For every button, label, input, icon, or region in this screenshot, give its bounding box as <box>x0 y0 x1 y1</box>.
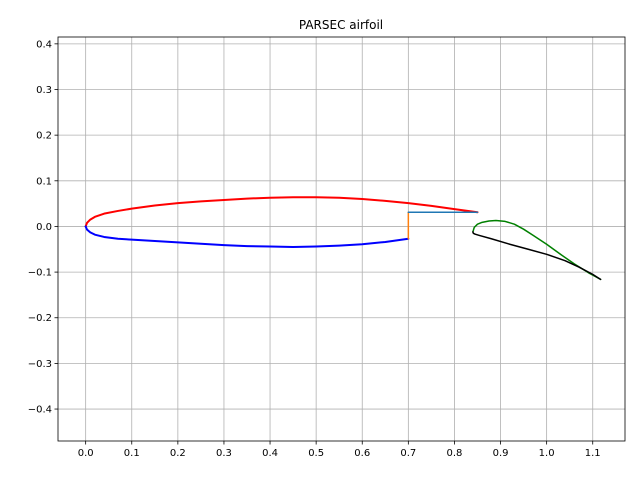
axes-frame <box>57 36 626 442</box>
chart-title: PARSEC airfoil <box>299 18 383 32</box>
x-tick-label: 0.8 <box>446 448 462 459</box>
x-axis: 0.0 0.1 0.2 0.3 0.4 0.5 0.6 0.7 0.8 0.9 1.0 1.1 <box>78 441 601 459</box>
y-tick-label: 0.1 <box>36 176 52 187</box>
series-line <box>84 196 479 228</box>
series-line <box>472 219 602 281</box>
x-tick-label: 0.6 <box>354 448 370 459</box>
grid <box>58 37 625 441</box>
y-tick-label: −0.2 <box>28 313 52 324</box>
x-tick-label: 0.3 <box>216 448 232 459</box>
y-tick-label: −0.3 <box>28 359 52 370</box>
series-layer <box>84 196 602 281</box>
y-axis: −0.4 −0.3 −0.2 −0.1 0.0 0.1 0.2 0.3 0.4 <box>28 39 58 416</box>
y-tick-label: −0.1 <box>28 268 52 279</box>
x-tick-label: 1.0 <box>539 448 555 459</box>
series-line <box>472 231 602 281</box>
y-tick-label: 0.2 <box>36 131 52 142</box>
x-tick-label: 0.2 <box>170 448 186 459</box>
x-tick-label: 1.1 <box>585 448 601 459</box>
x-tick-label: 0.1 <box>124 448 140 459</box>
series-line <box>84 225 410 248</box>
y-tick-label: 0.0 <box>36 222 52 233</box>
y-tick-label: 0.4 <box>36 39 52 50</box>
x-tick-label: 0.4 <box>262 448 278 459</box>
x-tick-label: 0.5 <box>308 448 324 459</box>
y-tick-label: −0.4 <box>28 405 52 416</box>
x-tick-label: 0.7 <box>400 448 416 459</box>
y-tick-label: 0.3 <box>36 85 52 96</box>
x-tick-label: 0.9 <box>493 448 509 459</box>
x-tick-label: 0.0 <box>78 448 94 459</box>
